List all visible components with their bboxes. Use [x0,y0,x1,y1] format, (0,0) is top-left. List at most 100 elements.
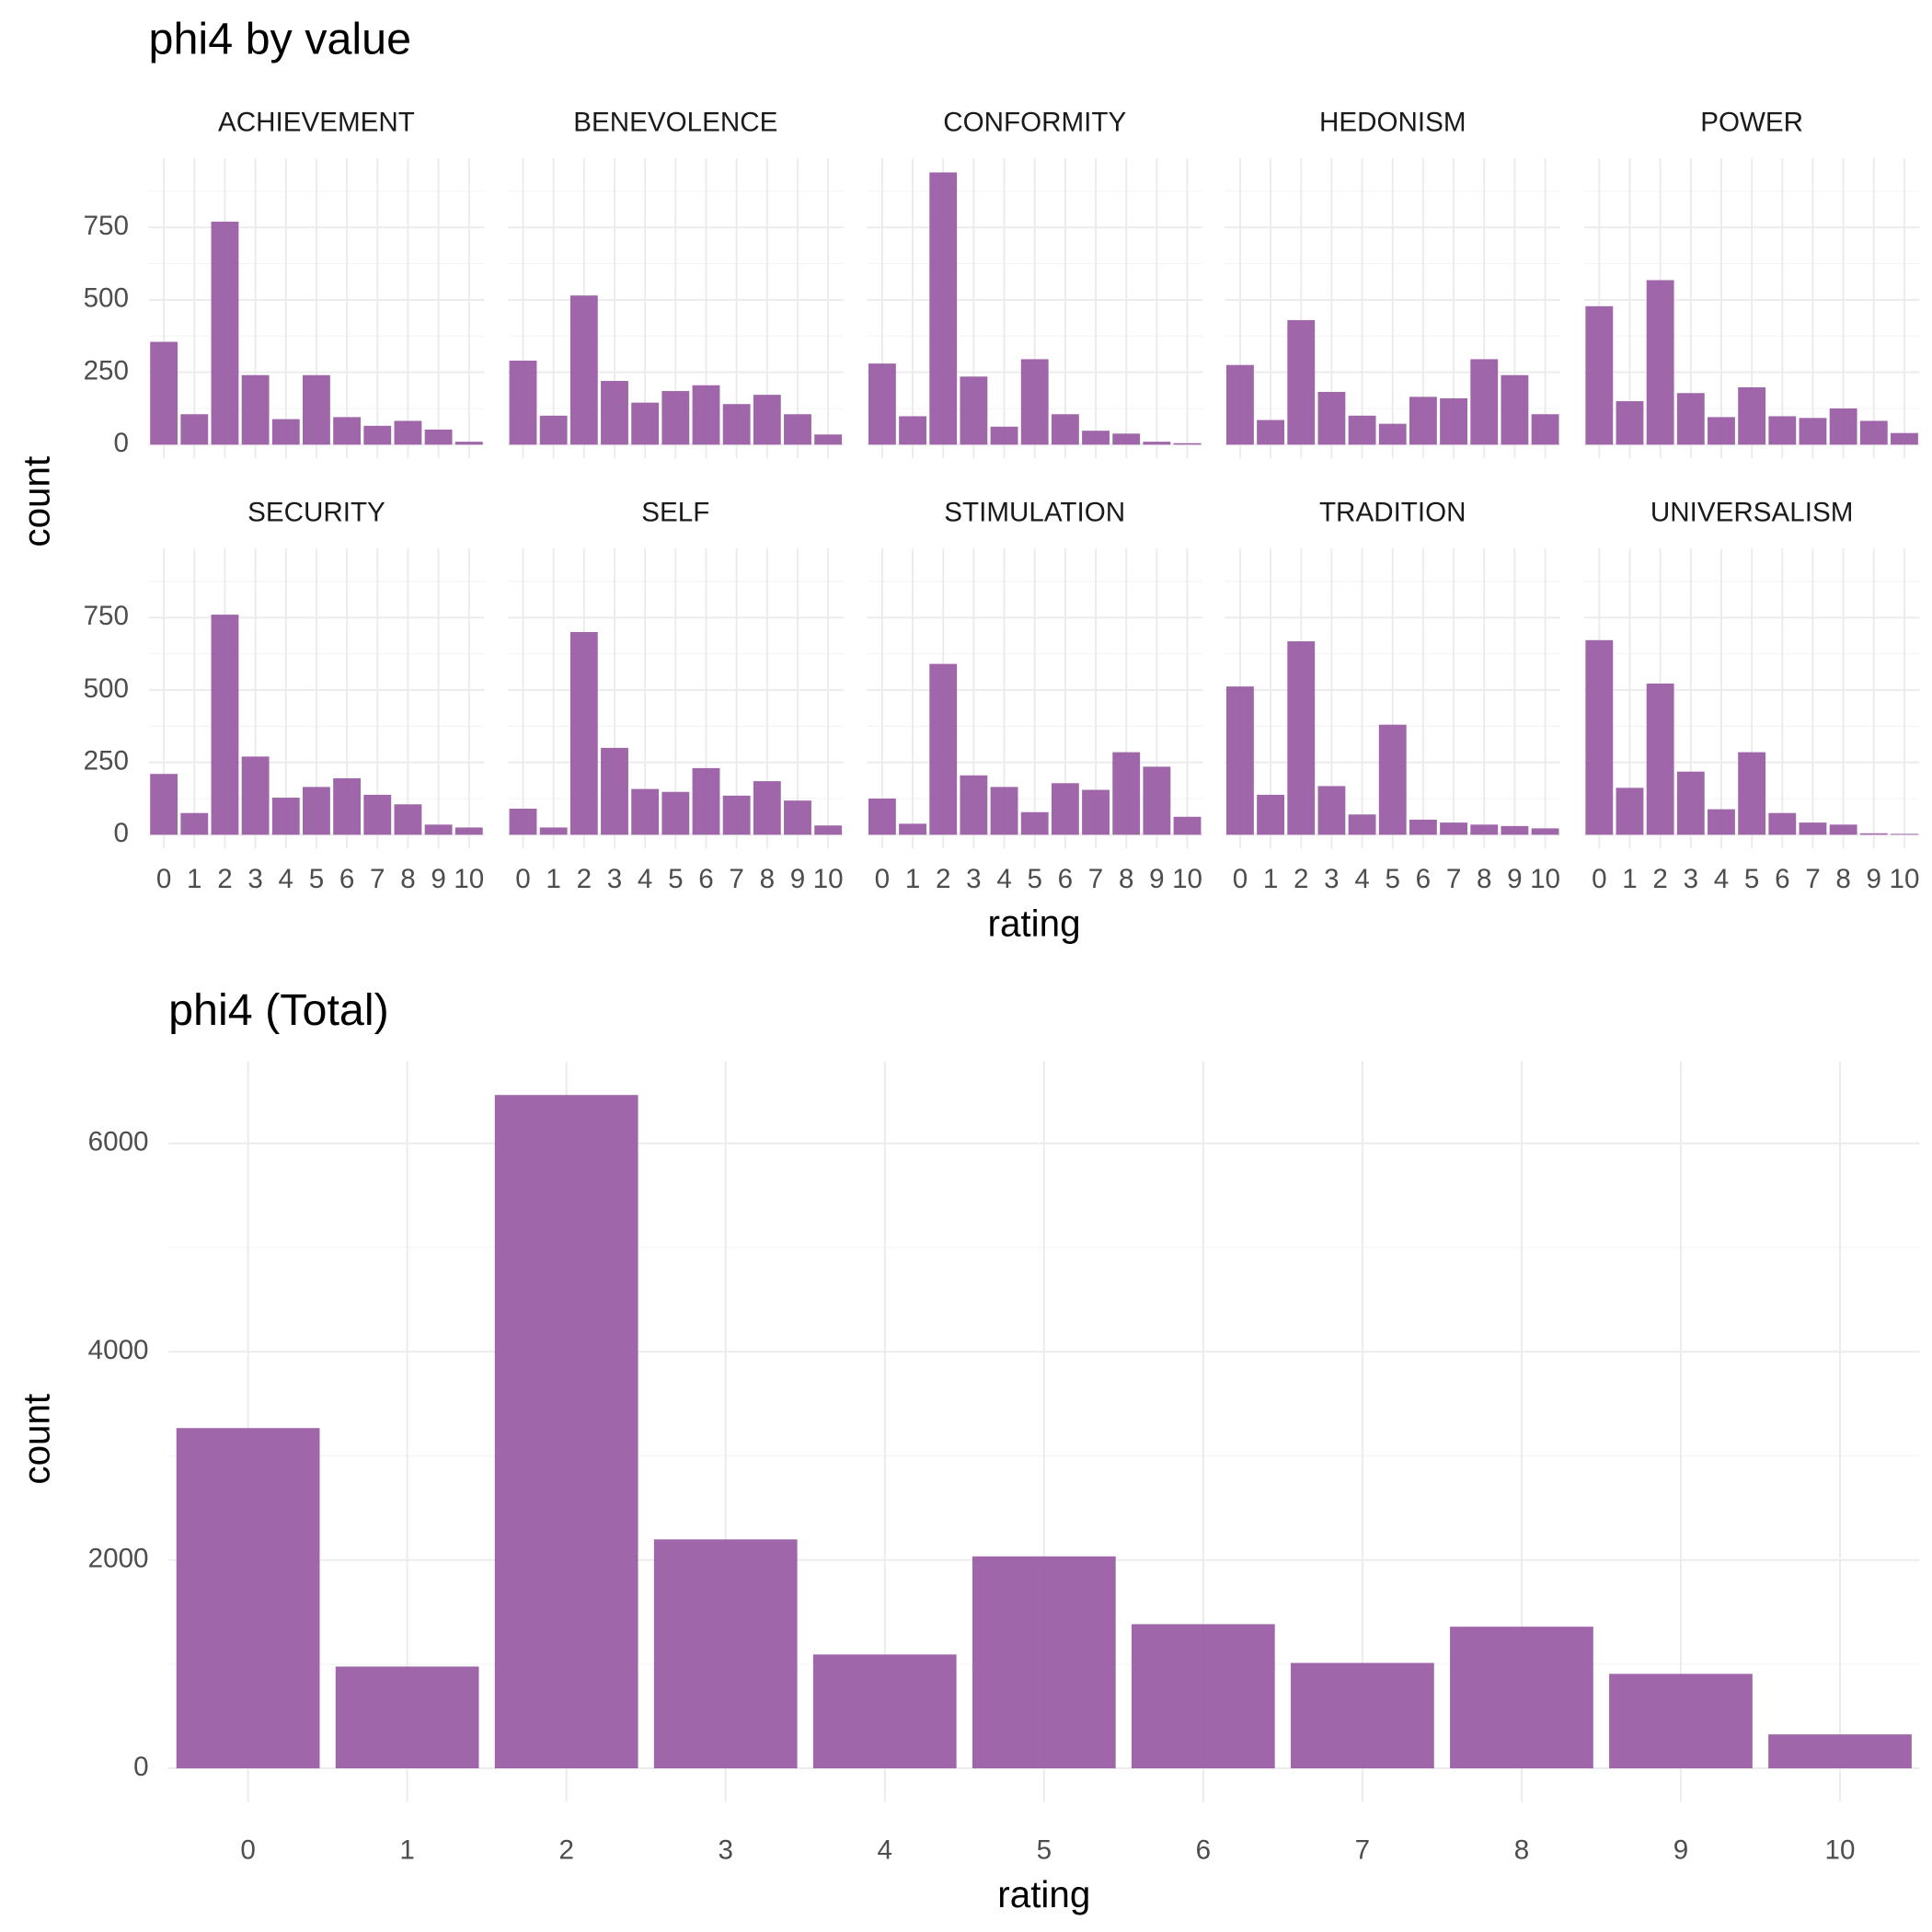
x-tick-label: 0 [240,1834,255,1865]
bar [1051,783,1079,835]
bar [1143,442,1171,445]
bar [150,341,178,445]
x-tick-label: 3 [718,1834,732,1865]
bar [211,221,239,445]
x-tick-label: 8 [1514,1834,1529,1865]
y-axis-label: count [16,456,58,547]
bar [1348,415,1376,445]
bar [424,824,453,835]
x-tick-label: 1 [1622,864,1637,894]
bar [960,376,988,445]
x-tick-label: 0 [1233,864,1248,894]
bar [1287,641,1316,835]
x-tick-label: 3 [1684,864,1698,894]
bar [1585,639,1614,835]
bar [241,374,270,445]
bar [1378,423,1407,445]
bar [180,414,209,445]
strip-label: CONFORMITY [943,107,1126,137]
bar [1470,359,1499,445]
y-tick-label: 0 [114,818,129,848]
x-tick-label: 1 [905,864,920,894]
bar [363,794,392,835]
bar [1708,417,1735,445]
bar [1646,684,1674,835]
y-tick-label: 750 [84,211,129,241]
x-tick-label: 10 [454,864,484,894]
x-tick-label: 6 [1196,1834,1211,1865]
x-tick-label: 0 [156,864,171,894]
x-tick-label: 3 [966,864,981,894]
chart-title: phi4 by value [149,15,412,64]
strip-label: POWER [1700,107,1803,137]
bar [1440,397,1468,445]
bar [601,381,628,445]
bar [1829,824,1857,835]
x-tick-label: 7 [729,864,743,894]
strip-label: BENEVOLENCE [573,107,777,137]
bar [1768,1734,1912,1769]
x-tick-label: 4 [638,864,652,894]
x-tick-label: 7 [1355,1834,1370,1865]
bar [692,385,720,445]
y-axis-label: count [16,1394,58,1485]
bar [1317,391,1346,445]
bar [1768,416,1797,445]
bar [899,416,926,445]
bar [990,787,1018,835]
bar [1531,828,1559,835]
x-tick-label: 7 [370,864,385,894]
x-tick-label: 8 [1477,864,1491,894]
bar [1799,418,1827,445]
bar [1501,374,1529,445]
bar [661,391,690,445]
bar [1859,420,1888,445]
bar [722,404,751,445]
bar [363,425,392,445]
bar [303,787,330,835]
strip-label: ACHIEVEMENT [218,107,415,137]
bar [1226,364,1254,445]
bar [1226,686,1254,835]
y-tick-label: 4000 [88,1335,149,1365]
bar [333,417,362,445]
bar [569,295,598,445]
bar [569,631,598,835]
bar [539,827,568,835]
x-tick-label: 9 [790,864,805,894]
bar [176,1428,320,1769]
bar [653,1539,798,1769]
bar [1317,786,1346,835]
bar [150,774,178,835]
bar [1440,822,1468,835]
chart-title: phi4 (Total) [168,985,389,1035]
bar [1173,816,1202,835]
x-tick-label: 5 [1744,864,1759,894]
y-tick-label: 250 [84,745,129,776]
x-tick-label: 9 [1507,864,1522,894]
x-tick-label: 10 [1172,864,1202,894]
x-tick-label: 6 [339,864,354,894]
bar [1051,414,1079,445]
y-tick-label: 250 [84,355,129,385]
x-tick-label: 4 [1714,864,1729,894]
x-tick-label: 1 [546,864,560,894]
x-tick-label: 2 [558,1834,573,1865]
x-tick-label: 4 [996,864,1011,894]
x-tick-label: 9 [1673,1834,1688,1865]
x-tick-label: 9 [431,864,445,894]
bar [1585,305,1614,445]
x-tick-label: 7 [1446,864,1461,894]
bar [509,361,537,445]
bar [241,756,270,835]
bar [1020,811,1049,835]
bar [1257,794,1285,835]
bar [661,791,690,835]
bar [1646,280,1674,445]
bar [509,808,537,835]
bar [454,827,483,835]
x-tick-label: 9 [1149,864,1164,894]
x-tick-label: 4 [279,864,293,894]
strip-label: UNIVERSALISM [1650,497,1853,527]
